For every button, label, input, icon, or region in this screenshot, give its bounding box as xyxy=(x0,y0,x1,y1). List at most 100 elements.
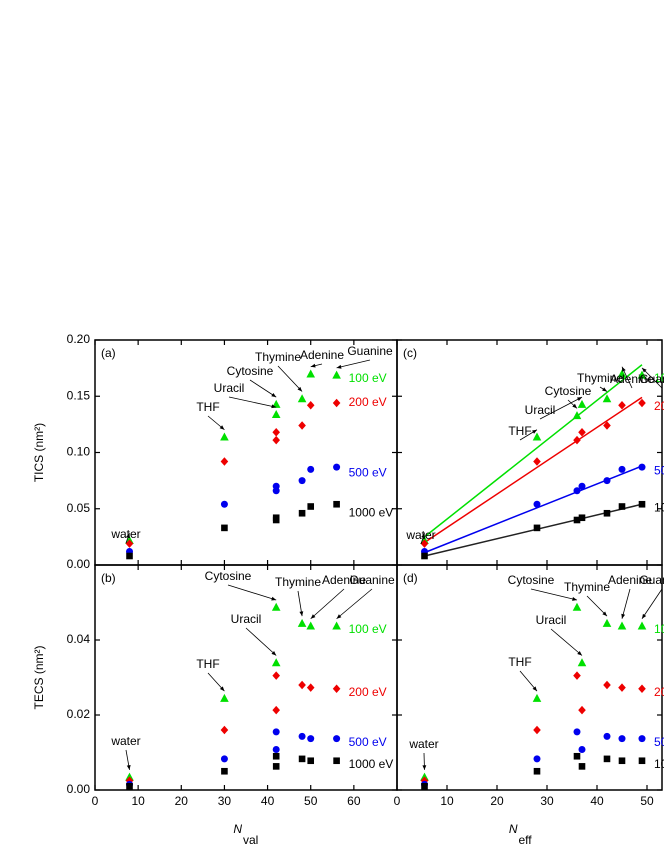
marker xyxy=(573,516,581,524)
marker xyxy=(307,735,315,743)
y-tick-label: 0.15 xyxy=(67,388,91,402)
marker xyxy=(617,369,627,378)
marker xyxy=(602,618,612,627)
marker xyxy=(332,684,341,694)
marker xyxy=(272,705,280,715)
marker xyxy=(618,735,626,743)
marker xyxy=(573,487,581,495)
arrow-head xyxy=(271,596,277,601)
marker xyxy=(221,524,228,532)
marker xyxy=(272,752,280,760)
marker xyxy=(637,370,647,379)
fit-line xyxy=(424,396,643,544)
molecule-label: THF xyxy=(196,657,219,671)
marker xyxy=(421,552,428,560)
series-label: 100 eV xyxy=(349,371,387,385)
marker xyxy=(272,763,280,770)
marker xyxy=(298,477,306,485)
marker xyxy=(533,500,541,508)
marker xyxy=(603,680,611,690)
marker xyxy=(577,399,587,408)
molecule-label: water xyxy=(110,527,140,541)
marker xyxy=(578,482,586,490)
arrow-head xyxy=(422,765,427,770)
molecule-label: THF xyxy=(508,655,531,669)
marker xyxy=(272,516,280,524)
marker xyxy=(421,782,428,790)
marker xyxy=(638,463,646,471)
arrow-line xyxy=(245,627,277,656)
molecule-label: Guanine xyxy=(639,573,664,587)
series-label: 200 eV xyxy=(349,395,387,409)
arrow-head xyxy=(572,597,577,601)
marker xyxy=(272,671,280,680)
molecule-label: Thymine xyxy=(255,350,301,364)
x-tick-label: 10 xyxy=(440,794,454,808)
x-tick-label: 50 xyxy=(304,794,318,808)
arrow-line xyxy=(228,396,277,408)
arrow-line xyxy=(530,588,578,601)
marker xyxy=(533,457,541,466)
marker xyxy=(332,621,341,630)
molecule-label: Thymine xyxy=(564,580,610,594)
marker xyxy=(638,398,646,408)
x-tick-label: 30 xyxy=(540,794,554,808)
marker xyxy=(578,705,586,715)
x-tick-label: 0 xyxy=(92,794,99,808)
marker xyxy=(272,487,280,495)
y-tick-label: 0.20 xyxy=(67,332,91,346)
molecule-label: THF xyxy=(508,424,531,438)
marker xyxy=(220,432,229,441)
arrow-head xyxy=(421,533,425,539)
x-tick-label: 40 xyxy=(590,794,604,808)
marker xyxy=(578,763,586,770)
marker xyxy=(126,782,133,790)
marker xyxy=(307,465,315,473)
molecule-label: water xyxy=(110,734,140,748)
marker xyxy=(297,618,307,627)
series-label: 1000 eV xyxy=(654,757,664,771)
x-axis-title-subscript: val xyxy=(243,833,258,847)
molecule-label: Guanine xyxy=(349,573,395,587)
arrow-head xyxy=(572,403,577,409)
arrow-line xyxy=(621,588,631,619)
molecule-label: Adenine xyxy=(610,372,654,386)
x-axis-title: N xyxy=(233,822,242,836)
series-label: 500 eV xyxy=(654,735,664,749)
arrow-head xyxy=(219,686,225,692)
series-label: 200 eV xyxy=(654,685,664,699)
marker xyxy=(602,394,612,403)
arrow-line xyxy=(586,595,608,617)
molecule-label: Adenine xyxy=(608,573,652,587)
arrow-head xyxy=(297,386,303,392)
molecule-label: Uracil xyxy=(525,403,556,417)
panel-label: (a) xyxy=(101,346,116,360)
marker xyxy=(221,767,228,775)
marker xyxy=(125,539,134,548)
series-label: 500 eV xyxy=(349,735,387,749)
marker xyxy=(333,735,341,743)
y-axis-title: TICS (nm²) xyxy=(32,423,46,482)
marker xyxy=(333,757,340,765)
marker xyxy=(533,767,541,775)
molecule-label: Adenine xyxy=(322,573,366,587)
panel-label: (b) xyxy=(101,571,116,585)
series-label: 200 eV xyxy=(349,685,387,699)
marker xyxy=(603,421,611,430)
marker xyxy=(306,621,316,630)
series-label: 100 eV xyxy=(654,371,664,385)
marker xyxy=(332,370,341,379)
marker xyxy=(298,421,306,430)
marker xyxy=(533,524,541,532)
x-tick-label: 0 xyxy=(394,794,401,808)
arrow-head xyxy=(532,429,537,434)
x-tick-label: 30 xyxy=(218,794,232,808)
molecule-label: Adenine xyxy=(300,348,344,362)
arrow-head xyxy=(602,387,607,392)
marker xyxy=(220,500,228,508)
marker xyxy=(573,752,581,760)
marker xyxy=(298,680,306,690)
molecule-label: Uracil xyxy=(231,612,262,626)
arrow-head xyxy=(271,404,277,409)
molecule-label: Cytosine xyxy=(508,573,555,587)
